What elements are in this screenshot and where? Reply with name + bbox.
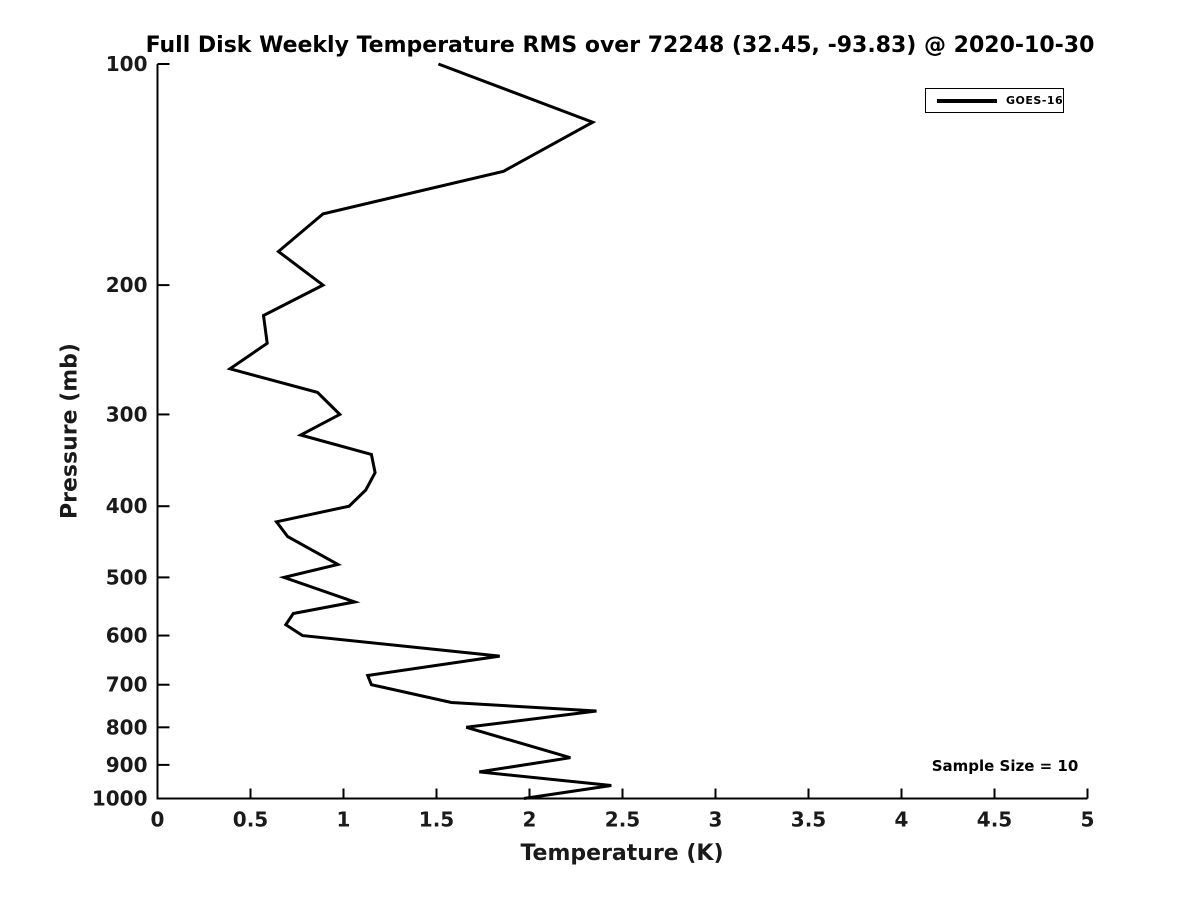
x-tick-label: 2.5 (605, 808, 640, 832)
y-tick-label: 700 (106, 673, 148, 697)
legend: GOES-16 (925, 88, 1064, 113)
x-tick-label: 4.5 (977, 808, 1012, 832)
x-tick-label: 1 (337, 808, 351, 832)
y-tick-label: 1000 (92, 787, 148, 811)
sample-size-annotation: Sample Size = 10 (931, 757, 1079, 775)
x-tick-label: 0 (151, 808, 165, 832)
y-tick-label: 800 (106, 715, 148, 739)
axis-spines (156, 64, 1088, 800)
y-tick-label: 200 (106, 273, 148, 297)
x-tick-label: 2 (523, 808, 537, 832)
x-tick-label: 1.5 (419, 808, 454, 832)
y-tick-label: 600 (106, 624, 148, 648)
legend-line-sample-icon (937, 98, 997, 103)
x-axis-label: Temperature (K) (520, 841, 724, 866)
y-tick-label: 500 (106, 565, 148, 589)
chart-title: Full Disk Weekly Temperature RMS over 72… (145, 33, 1095, 58)
x-tick-label: 4 (895, 808, 909, 832)
x-tick-label: 5 (1081, 808, 1095, 832)
y-tick-label: 900 (106, 753, 148, 777)
y-tick-label: 300 (106, 402, 148, 426)
y-axis-label: Pressure (mb) (57, 343, 83, 519)
x-tick-label: 3 (709, 808, 723, 832)
y-tick-label: 100 (106, 52, 148, 76)
x-tick-label: 0.5 (233, 808, 268, 832)
series-line-goes-16 (226, 62, 612, 800)
legend-series-label: GOES-16 (1006, 94, 1064, 107)
y-tick-label: 400 (106, 494, 148, 518)
x-tick-label: 3.5 (791, 808, 826, 832)
